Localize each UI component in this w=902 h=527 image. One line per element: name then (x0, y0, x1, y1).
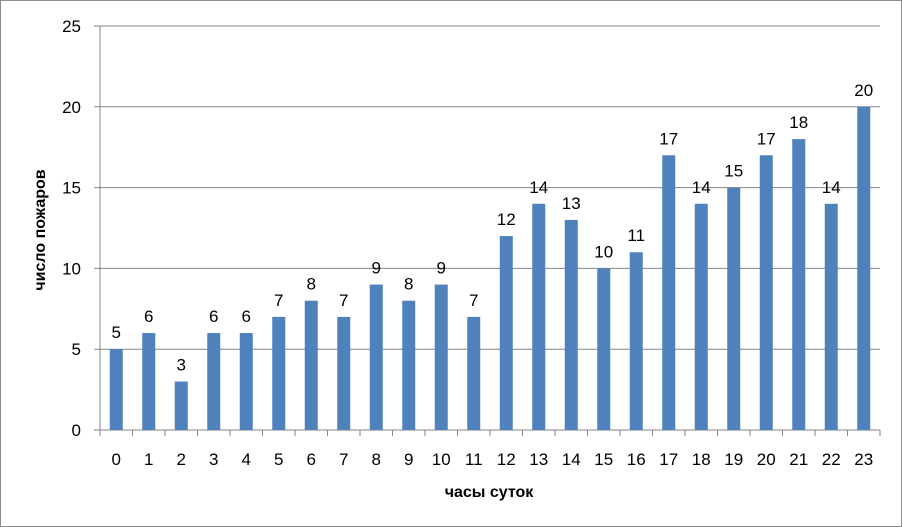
data-label: 8 (307, 275, 316, 294)
y-tick-label: 10 (62, 259, 81, 278)
x-tick-label: 11 (465, 450, 483, 469)
x-tick-label: 4 (242, 450, 251, 469)
x-tick-label: 2 (177, 450, 186, 469)
data-label: 3 (177, 356, 186, 375)
data-label: 10 (594, 242, 613, 261)
bar-hour-23 (857, 106, 871, 431)
x-tick-label: 3 (209, 450, 218, 469)
data-label: 14 (822, 178, 841, 197)
bar-hour-6 (304, 300, 318, 430)
bar-hour-0 (109, 349, 123, 430)
bar-hour-3 (207, 333, 221, 430)
data-label: 7 (469, 291, 478, 310)
data-label: 14 (692, 178, 711, 197)
bar-hour-8 (369, 284, 383, 430)
data-label: 15 (724, 162, 743, 181)
x-tick-label: 7 (339, 450, 348, 469)
bar-hour-15 (597, 268, 611, 430)
bar-hour-17 (662, 155, 676, 430)
data-label: 14 (529, 178, 548, 197)
bar-hour-12 (499, 236, 513, 430)
x-tick-label: 5 (274, 450, 283, 469)
y-tick-label: 25 (62, 17, 81, 36)
x-tick-label: 22 (822, 450, 841, 469)
data-label: 18 (789, 113, 808, 132)
bar-hour-5 (272, 316, 286, 430)
bar-hour-18 (694, 203, 708, 430)
x-tick-label: 13 (529, 450, 548, 469)
y-tick-label: 0 (72, 421, 81, 440)
x-tick-label: 6 (307, 450, 316, 469)
y-tick-label: 20 (62, 98, 81, 117)
bar-hour-22 (824, 203, 838, 430)
bar-hour-2 (174, 381, 188, 430)
bar-hour-19 (727, 187, 741, 430)
bar-hour-10 (434, 284, 448, 430)
data-label: 11 (627, 226, 645, 245)
bar-hour-13 (532, 203, 546, 430)
data-label: 5 (112, 323, 121, 342)
data-label: 6 (209, 307, 218, 326)
x-tick-label: 20 (757, 450, 776, 469)
data-label: 17 (659, 129, 678, 148)
data-label: 20 (854, 81, 873, 100)
bar-hour-20 (759, 155, 773, 430)
y-tick-label: 5 (72, 340, 81, 359)
data-label: 7 (274, 291, 283, 310)
x-tick-label: 15 (594, 450, 613, 469)
bar-hour-4 (239, 333, 253, 430)
x-axis-title: часы суток (445, 484, 535, 501)
data-label: 6 (144, 307, 153, 326)
y-axis-title: число пожаров (32, 169, 49, 290)
data-label: 8 (404, 275, 413, 294)
data-label: 7 (339, 291, 348, 310)
x-tick-label: 21 (789, 450, 808, 469)
x-tick-label: 8 (372, 450, 381, 469)
x-tick-label: 17 (659, 450, 678, 469)
bar-hour-1 (142, 333, 156, 430)
bar-hour-7 (337, 316, 351, 430)
bar-hour-11 (467, 316, 481, 430)
data-label: 9 (372, 259, 381, 278)
x-tick-label: 23 (854, 450, 873, 469)
x-tick-label: 19 (724, 450, 743, 469)
x-tick-label: 10 (432, 450, 451, 469)
x-tick-label: 14 (562, 450, 581, 469)
bar-hour-21 (792, 139, 806, 430)
bar-hour-9 (402, 300, 416, 430)
x-tick-label: 12 (497, 450, 516, 469)
x-tick-label: 9 (404, 450, 413, 469)
x-tick-label: 1 (144, 450, 153, 469)
x-tick-label: 18 (692, 450, 711, 469)
x-tick-label: 0 (112, 450, 121, 469)
bar-hour-14 (564, 219, 578, 430)
data-label: 13 (562, 194, 581, 213)
data-label: 12 (497, 210, 516, 229)
data-label: 17 (757, 129, 776, 148)
data-label: 6 (242, 307, 251, 326)
y-tick-label: 15 (62, 179, 81, 198)
data-label: 9 (437, 259, 446, 278)
x-tick-label: 16 (627, 450, 646, 469)
bar-hour-16 (629, 252, 643, 430)
